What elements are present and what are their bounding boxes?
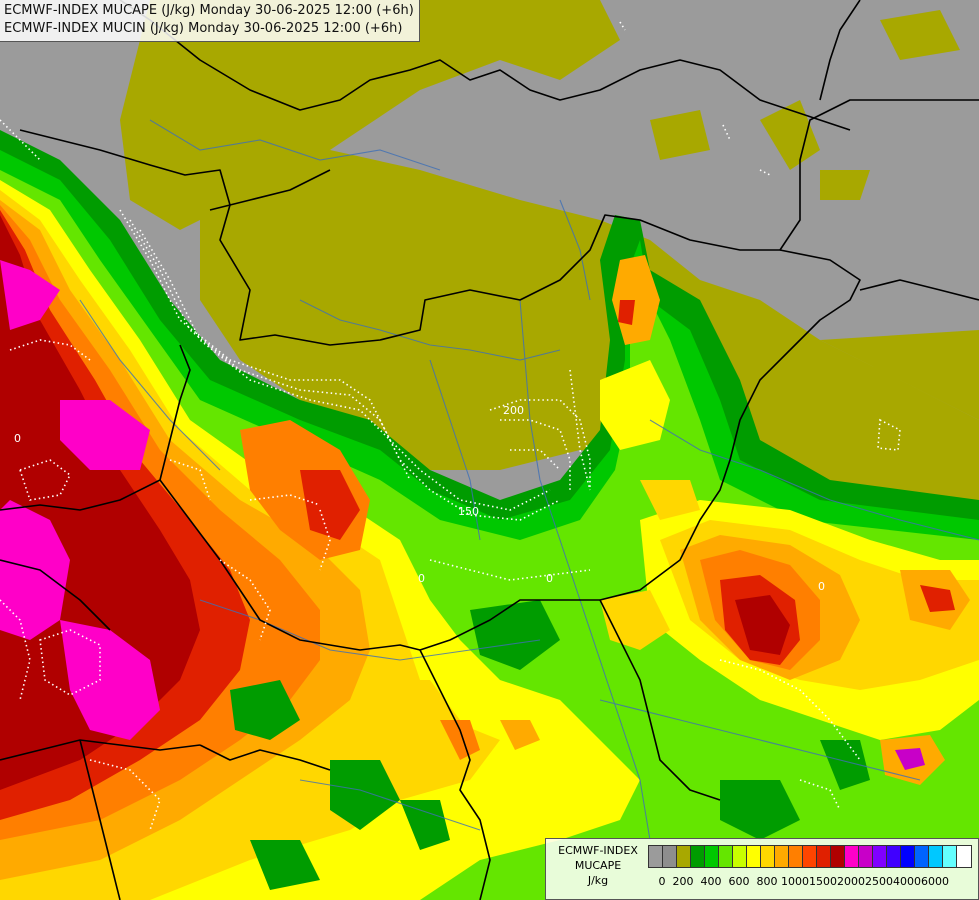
- legend-swatch: [957, 846, 971, 867]
- legend-tick-label: 2000: [837, 875, 865, 888]
- legend-swatch: [817, 846, 831, 867]
- legend-swatch: [747, 846, 761, 867]
- legend-swatch: [929, 846, 943, 867]
- legend-swatch: [943, 846, 957, 867]
- legend-swatch: [873, 846, 887, 867]
- legend-swatch: [901, 846, 915, 867]
- legend-tick-label: 2500: [865, 875, 893, 888]
- contour-label: 0: [418, 572, 425, 585]
- legend-unit: J/kg: [587, 874, 609, 887]
- legend-tick-label: 1000: [781, 875, 809, 888]
- legend-swatch: [915, 846, 929, 867]
- olive-field: [120, 0, 979, 520]
- contour-label: 0: [546, 572, 553, 585]
- legend-swatch: [887, 846, 901, 867]
- rivers: [79, 119, 979, 841]
- legend-swatch: [719, 846, 733, 867]
- legend-swatch: [775, 846, 789, 867]
- legend-labels: ECMWF-INDEX MUCAPE J/kg: [552, 843, 644, 888]
- title-line-mucin: ECMWF-INDEX MUCIN (J/kg) Monday 30-06-20…: [4, 21, 403, 36]
- contour-labels: 200 150 0 0 0 0: [14, 404, 825, 593]
- legend-tick-label: 600: [728, 875, 750, 888]
- legend-swatch: [691, 846, 705, 867]
- legend-swatch: [733, 846, 747, 867]
- legend-swatch: [831, 846, 845, 867]
- legend-swatch: [677, 846, 691, 867]
- contour-label: 200: [503, 404, 524, 417]
- legend-tick-label: 200: [672, 875, 694, 888]
- contour-label: 0: [818, 580, 825, 593]
- legend-swatch: [761, 846, 775, 867]
- legend-swatch: [803, 846, 817, 867]
- mucin-contours: [0, 21, 901, 831]
- map-title-box: ECMWF-INDEX MUCAPE (J/kg) Monday 30-06-2…: [0, 0, 420, 42]
- contour-label: 150: [458, 505, 479, 518]
- legend-swatch: [859, 846, 873, 867]
- legend-tick-label: 800: [756, 875, 778, 888]
- legend-swatches: [648, 845, 972, 868]
- legend-title: ECMWF-INDEX: [558, 844, 638, 857]
- legend-tick-label: 400: [700, 875, 722, 888]
- legend-variable: MUCAPE: [574, 859, 622, 872]
- cape-east: [600, 255, 979, 785]
- legend-tick-label: 6000: [921, 875, 949, 888]
- legend-swatch: [705, 846, 719, 867]
- color-legend: ECMWF-INDEX MUCAPE J/kg 0 200 400 600 800 100…: [545, 838, 979, 900]
- contour-label: 0: [14, 432, 21, 445]
- legend-tick-label: 0: [658, 875, 666, 888]
- legend-swatch: [663, 846, 677, 867]
- legend-tick-label: 4000: [893, 875, 921, 888]
- legend-tick-label: 1500: [809, 875, 837, 888]
- legend-swatch: [649, 846, 663, 867]
- legend-swatch: [789, 846, 803, 867]
- legend-swatch: [845, 846, 859, 867]
- title-line-mucape: ECMWF-INDEX MUCAPE (J/kg) Monday 30-06-2…: [4, 3, 414, 18]
- legend-ticks: 0 200 400 600 800 1000 1500 2000 2500 4000 6000: [648, 875, 968, 889]
